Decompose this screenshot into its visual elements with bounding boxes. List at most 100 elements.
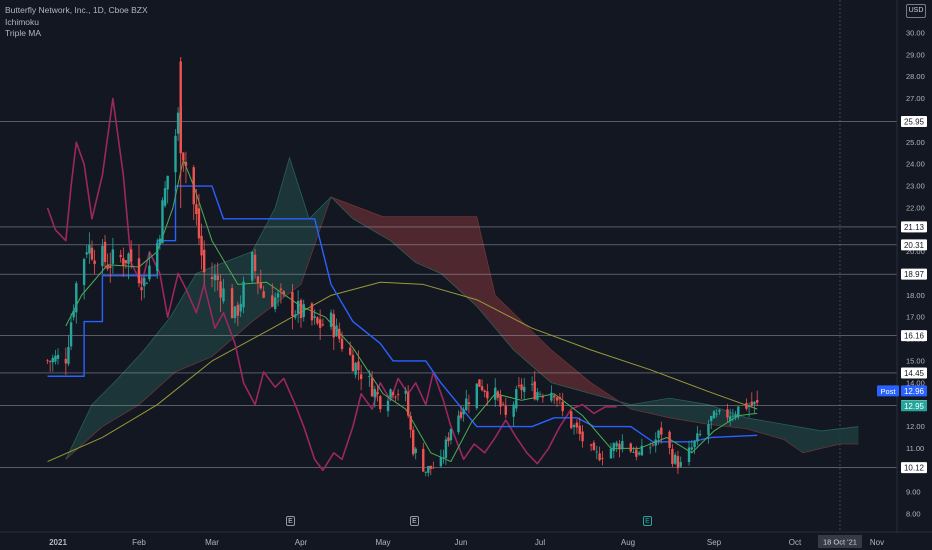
y-tick-label: 30.00 (906, 29, 925, 38)
candle-body (106, 265, 109, 269)
candle-body (581, 431, 584, 442)
candle-body (499, 395, 502, 407)
candle-body (444, 439, 448, 458)
price-label-box (901, 385, 927, 397)
symbol-title[interactable]: Butterfly Network, Inc., 1D, Cboe BZX (5, 5, 148, 15)
candle-body (230, 288, 234, 319)
post-market-label: Post (880, 387, 896, 396)
candle-body (512, 404, 515, 417)
candle-body (179, 61, 182, 154)
candle-body (486, 391, 489, 399)
price-label: 25.95 (904, 118, 925, 127)
candle-body (712, 411, 716, 419)
candle-body (483, 390, 486, 392)
candle-body (517, 385, 521, 387)
indicator-ichimoku[interactable]: Ichimoku (5, 16, 40, 27)
candle-body (192, 167, 195, 205)
candle-body (442, 457, 445, 459)
candle-body (310, 303, 314, 321)
candle-body (111, 249, 115, 264)
candle-body (729, 416, 732, 421)
candle-body (259, 282, 263, 289)
candle-body (726, 409, 729, 418)
candle-body (145, 283, 149, 284)
candle-body (731, 415, 735, 417)
price-label-box (901, 367, 927, 379)
candle-body (598, 453, 601, 461)
indicator-lines (46, 97, 758, 472)
candle-body (250, 251, 254, 281)
candle-body (575, 422, 579, 428)
candle-body (457, 415, 460, 433)
earnings-event-3[interactable]: E (643, 516, 652, 526)
crosshair-date-box (817, 535, 862, 548)
candle-body (373, 389, 376, 398)
candle-body (316, 317, 319, 324)
earnings-event-2[interactable]: E (410, 516, 419, 526)
candle-body (296, 300, 300, 314)
candle-body (696, 433, 699, 442)
candle-body (233, 306, 237, 319)
earnings-event-1[interactable]: E (286, 516, 295, 526)
candle-body (276, 293, 280, 298)
y-tick-label: 27.00 (906, 94, 925, 103)
indicator-triple-ma[interactable]: Triple MA (5, 28, 42, 38)
candle-body (578, 425, 581, 435)
candle-body (166, 175, 169, 190)
currency-button[interactable]: USD (906, 4, 926, 18)
price-label-box (901, 239, 927, 251)
price-label-box (901, 330, 927, 342)
candle-body (273, 297, 277, 310)
candle-body (291, 291, 294, 317)
candle-body (635, 449, 638, 457)
candle-body (253, 254, 257, 272)
candle-body (676, 456, 680, 469)
candle-body (176, 112, 180, 134)
y-tick-label: 23.00 (906, 182, 925, 191)
candle-body (197, 208, 201, 239)
x-tick-label: 2021 (49, 538, 67, 547)
candle-body (216, 275, 219, 281)
candle-body (601, 458, 604, 459)
candle-body (72, 310, 75, 318)
candle-body (82, 258, 86, 285)
candle-body (321, 324, 325, 326)
candle-body (572, 425, 576, 428)
y-tick-label: 24.00 (906, 160, 925, 169)
price-labels: 25.95 21.13 20.31 18.97 16.16 14.45 12.96 Post 1… (877, 116, 927, 474)
candle-body (668, 431, 671, 448)
candle-body (109, 265, 112, 268)
candle-body (629, 443, 632, 452)
candle-body (640, 445, 644, 456)
y-tick-label: 22.00 (906, 203, 925, 212)
candle-body (338, 328, 341, 339)
candle-body (299, 300, 303, 319)
candle-body (422, 448, 425, 472)
tenkan-sen-line (65, 159, 758, 463)
x-tick-label: Nov (870, 538, 884, 547)
candle-body (756, 400, 759, 403)
candle-body (478, 379, 481, 387)
candle-body (737, 406, 740, 418)
price-label: 20.31 (904, 241, 925, 250)
candle-body (538, 393, 542, 395)
candle-body (459, 411, 463, 418)
y-tick-label: 18.00 (906, 291, 925, 300)
candle-body (648, 447, 652, 449)
price-label: 12.96 (904, 387, 925, 396)
candle-body (124, 260, 128, 264)
candle-body (558, 397, 562, 400)
price-label-box (901, 116, 927, 128)
senkou-span-b (65, 196, 859, 460)
candle-body (349, 347, 352, 355)
x-tick-label: Oct (789, 538, 802, 547)
candle-body (236, 304, 240, 316)
y-tick-label: 9.00 (906, 488, 921, 497)
candle-body (127, 253, 130, 264)
price-label: 18.97 (904, 270, 925, 279)
candle-body (271, 295, 274, 307)
lagging-span-line (46, 97, 617, 472)
candle-body (386, 400, 390, 412)
candle-body (340, 338, 344, 350)
